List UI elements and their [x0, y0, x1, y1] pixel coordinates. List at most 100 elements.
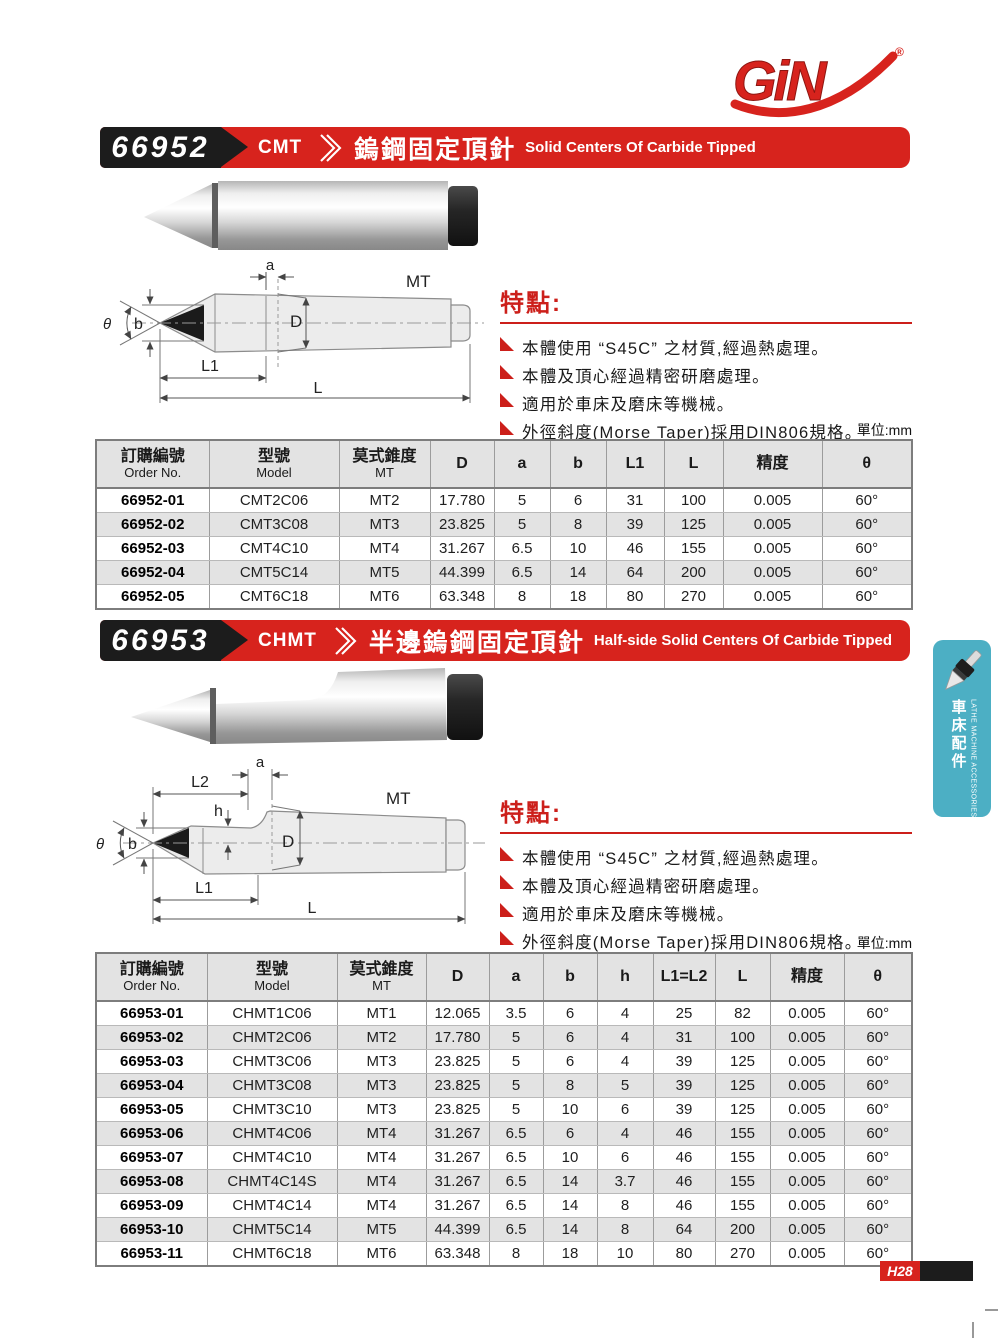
cell-model: CMT4C10	[208, 536, 340, 561]
cell-precision: 0.005	[722, 536, 823, 561]
cell-b: 14	[542, 1217, 598, 1242]
cell-theta: 60°	[843, 1217, 913, 1242]
dim-label-h: h	[214, 803, 223, 820]
cell-a: 6.5	[493, 560, 551, 585]
cell-L: 155	[714, 1169, 771, 1194]
triangle-bullet-icon	[500, 847, 514, 861]
cell-precision: 0.005	[769, 1193, 845, 1218]
cell-L1L2: 80	[652, 1241, 716, 1267]
feature-text: 本體使用 “S45C” 之材質,經過熱處理。	[522, 850, 829, 868]
cell-L: 155	[714, 1193, 771, 1218]
cell-precision: 0.005	[769, 1097, 845, 1122]
column-header-zh: b	[573, 454, 583, 472]
cell-a: 6.5	[488, 1145, 544, 1170]
cell-precision: 0.005	[769, 1217, 845, 1242]
cell-precision: 0.005	[722, 584, 823, 610]
cell-D: 12.065	[425, 1000, 490, 1026]
column-header: L	[714, 952, 771, 1002]
cell-precision: 0.005	[769, 1073, 845, 1098]
column-header-en: Order No.	[123, 978, 181, 994]
cell-theta: 60°	[821, 536, 913, 561]
cell-model: CHMT3C08	[206, 1073, 338, 1098]
photo-body-with-notch	[216, 668, 447, 744]
cell-theta: 60°	[843, 1241, 913, 1267]
cell-L1L2: 31	[652, 1025, 716, 1050]
registered-mark: ®	[895, 45, 904, 59]
table-row: 66953-05 CHMT3C10 MT3 23.825 5 10 6 39 1…	[95, 1097, 913, 1122]
triangle-bullet-icon	[500, 903, 514, 917]
dim-label-b: b	[134, 316, 143, 333]
cell-mt: MT3	[336, 1073, 427, 1098]
cell-model: CHMT4C14S	[206, 1169, 338, 1194]
column-header: 莫式錐度 MT	[336, 952, 427, 1002]
triangle-bullet-icon	[500, 393, 514, 407]
cell-D: 23.825	[425, 1073, 490, 1098]
drawing-1-graphic: a θ b D MT L1 L	[103, 257, 484, 403]
side-tab-label-en: LATHE MACHINE ACCESSORIES	[969, 698, 977, 817]
dim-label-b: b	[128, 836, 137, 853]
cell-L: 155	[714, 1121, 771, 1146]
column-header-zh: b	[565, 967, 575, 985]
cell-order-no: 66953-10	[95, 1217, 208, 1242]
page-number-label: H28	[880, 1261, 920, 1281]
cell-a: 5	[493, 512, 551, 537]
cell-b: 14	[542, 1193, 598, 1218]
side-tab-text: 車床配件 LATHE MACHINE ACCESSORIES	[948, 699, 977, 817]
feature-text: 本體使用 “S45C” 之材質,經過熱處理。	[522, 340, 829, 358]
table-row: 66952-04 CMT5C14 MT5 44.399 6.5 14 64 20…	[95, 560, 913, 585]
cell-precision: 0.005	[769, 1145, 845, 1170]
logo-text: GiN	[733, 49, 828, 112]
column-header-en: Order No.	[124, 465, 182, 481]
section-banner-66953: 66953 CHMT 半邊鎢鋼固定頂針 Half-side Solid Cent…	[100, 620, 910, 661]
chevron-right-icon	[335, 626, 357, 655]
cell-L: 100	[663, 487, 724, 513]
dim-label-L1: L1	[195, 880, 213, 897]
cell-mt: MT4	[336, 1169, 427, 1194]
triangle-bullet-icon	[500, 365, 514, 379]
table-row: 66952-03 CMT4C10 MT4 31.267 6.5 10 46 15…	[95, 536, 913, 561]
gin-logo: GiN ®	[725, 40, 915, 122]
cell-b: 6	[542, 1025, 598, 1050]
column-header: L	[663, 439, 724, 489]
cell-theta: 60°	[821, 512, 913, 537]
column-header: 精度	[769, 952, 845, 1002]
cell-h: 4	[596, 1049, 654, 1074]
cell-L: 200	[663, 560, 724, 585]
model-code-label: CMT	[258, 136, 303, 158]
table-row: 66953-09 CHMT4C14 MT4 31.267 6.5 14 8 46…	[95, 1193, 913, 1218]
section-title-zh: 半邊鎢鋼固定頂針	[368, 628, 585, 657]
cell-b: 6	[549, 487, 607, 513]
cell-mt: MT3	[336, 1097, 427, 1122]
cell-model: CHMT2C06	[206, 1025, 338, 1050]
column-header: θ	[843, 952, 913, 1002]
dim-label-theta: θ	[103, 316, 111, 333]
cell-D: 44.399	[429, 560, 495, 585]
column-header: L1=L2	[652, 952, 716, 1002]
cell-model: CMT3C08	[208, 512, 340, 537]
section-title-zh: 鎢鋼固定頂針	[354, 135, 517, 164]
cell-precision: 0.005	[769, 1241, 845, 1267]
column-header: D	[425, 952, 490, 1002]
cell-a: 5	[493, 487, 551, 513]
column-header: a	[488, 952, 544, 1002]
photo-cone-tip	[131, 690, 210, 742]
cell-order-no: 66953-05	[95, 1097, 208, 1122]
cell-D: 63.348	[429, 584, 495, 610]
cell-D: 31.267	[429, 536, 495, 561]
product-photo-solid-center	[140, 176, 485, 266]
cell-b: 6	[542, 1121, 598, 1146]
cell-mt: MT6	[336, 1241, 427, 1267]
cell-L: 82	[714, 1000, 771, 1026]
cell-L1: 80	[605, 584, 665, 610]
dim-label-a: a	[256, 754, 265, 771]
category-side-tab: 車床配件 LATHE MACHINE ACCESSORIES	[933, 640, 991, 817]
cell-L: 125	[714, 1049, 771, 1074]
cell-a: 6.5	[488, 1169, 544, 1194]
cell-h: 4	[596, 1121, 654, 1146]
column-header-zh: a	[517, 454, 527, 472]
logo-swoosh	[730, 51, 898, 118]
column-header: b	[549, 439, 607, 489]
cell-L1L2: 46	[652, 1145, 716, 1170]
product-photo-half-side-center	[125, 658, 510, 768]
technical-drawing-solid-center: a θ b D MT L1 L	[92, 257, 492, 414]
